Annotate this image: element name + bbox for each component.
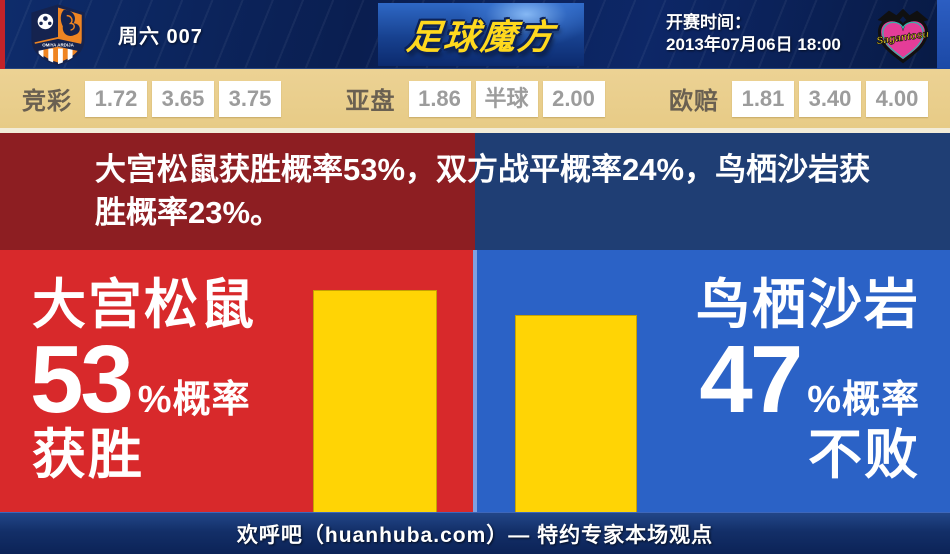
home-panel: 大宫松鼠 53 %概率 获胜 [0,250,473,512]
prediction-summary: 大宫松鼠获胜概率53%，双方战平概率24%，鸟栖沙岩获 胜概率23%。 [95,148,895,234]
home-team-name: 大宫松鼠 [32,275,256,335]
footer-site-text: 欢呼吧（huanhuba.com）— 特约专家本场观点 [236,523,714,547]
kickoff-datetime: 2013年07月06日 18:00 [666,35,841,54]
match-number-label: 周六 007 [118,26,203,48]
odds-value-away-win: 3.75 [219,80,281,117]
odds-value-home-win: 1.72 [85,80,147,117]
right-blue-stripe [937,0,950,69]
site-logo-text: 足球魔方 [404,18,557,57]
away-probability-bar [515,315,637,512]
odds-label-european: 欧赔 [669,88,719,115]
site-logo: 足球魔方 [378,3,584,66]
odds-value-draw: 3.65 [152,80,214,117]
away-panel: 鸟栖沙岩 47 %概率 不败 [477,250,950,512]
odds-group-asian-handicap: 亚盘 1.86 半球 2.00 [345,80,605,117]
odds-group-european: 欧赔 1.81 3.40 4.00 [669,80,928,117]
summary-line-2: 胜概率23%。 [95,195,282,230]
odds-value-euro-draw: 3.40 [799,80,861,117]
odds-value-handicap-away: 2.00 [542,80,605,117]
home-probability-suffix: %概率 [137,379,251,421]
summary-line-1: 大宫松鼠获胜概率53%，双方战平概率24%，鸟栖沙岩获 [95,152,871,187]
odds-group-jingcai: 竞彩 1.72 3.65 3.75 [22,80,281,117]
left-red-stripe [0,0,5,69]
away-outcome-label: 不败 [808,425,920,485]
away-team-name: 鸟栖沙岩 [696,275,920,335]
divider-line [0,128,950,133]
home-probability-value: 53 [30,326,134,433]
header-bar: OMIYA ARDIJA 周六 007 足球魔方 开赛时间： 2013年07月0… [0,0,950,69]
away-probability: 47 %概率 [699,322,920,466]
odds-label-asian-handicap: 亚盘 [345,88,396,115]
summary-strip: 大宫松鼠获胜概率53%，双方战平概率24%，鸟栖沙岩获 胜概率23%。 [0,133,950,250]
summary-background-home [0,133,475,250]
odds-value-euro-away: 4.00 [866,80,928,117]
home-probability: 53 %概率 [30,322,251,466]
odds-value-handicap-home: 1.86 [408,80,471,117]
summary-background-away [475,133,950,250]
away-probability-value: 47 [699,326,803,433]
svg-text:OMIYA ARDIJA: OMIYA ARDIJA [42,43,74,48]
home-outcome-label: 获胜 [32,425,144,485]
prediction-panels: 大宫松鼠 53 %概率 获胜 鸟栖沙岩 47 %概率 不败 [0,250,950,512]
odds-bar: 竞彩 1.72 3.65 3.75 亚盘 1.86 半球 2.00 欧赔 1.8… [0,69,950,128]
footer-bar: 欢呼吧（huanhuba.com）— 特约专家本场观点 [0,512,950,554]
home-probability-bar [313,290,437,512]
away-probability-suffix: %概率 [807,379,920,421]
odds-label-jingcai: 竞彩 [22,88,72,115]
odds-value-handicap-line: 半球 [475,80,538,117]
kickoff-label: 开赛时间： [666,13,751,32]
panel-split-divider [473,250,477,512]
kickoff-time-block: 开赛时间： 2013年07月06日 18:00 [666,12,841,56]
away-team-crest-icon: Sagantosu [872,4,934,71]
home-team-crest-icon: OMIYA ARDIJA [26,4,90,71]
odds-value-euro-home: 1.81 [732,80,794,117]
